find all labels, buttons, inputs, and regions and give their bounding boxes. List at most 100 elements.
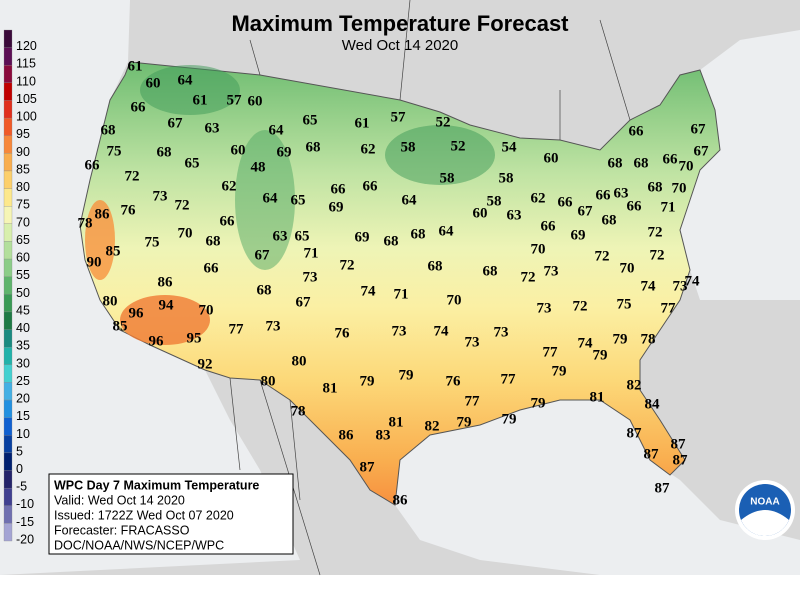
temperature-label: 68 <box>101 122 116 138</box>
temperature-label: 75 <box>145 234 160 250</box>
temperature-label: 72 <box>650 247 665 263</box>
temperature-label: 96 <box>149 333 165 349</box>
temperature-label: 70 <box>679 158 694 174</box>
temperature-label: 73 <box>544 263 559 279</box>
legend-swatch <box>3 487 13 506</box>
temperature-label: 68 <box>608 155 623 171</box>
legend-label: 0 <box>16 462 23 476</box>
info-line: Forecaster: FRACASSO <box>54 523 190 537</box>
temperature-label: 63 <box>614 185 629 201</box>
temperature-label: 62 <box>531 190 546 206</box>
temperature-label: 80 <box>103 293 118 309</box>
temperature-label: 66 <box>558 194 574 210</box>
temperature-label: 60 <box>231 142 246 158</box>
temperature-label: 61 <box>128 58 143 74</box>
info-line: Issued: 1722Z Wed Oct 07 2020 <box>54 508 234 522</box>
temperature-label: 54 <box>502 139 518 155</box>
legend-label: 90 <box>16 145 30 159</box>
temperature-label: 69 <box>571 227 586 243</box>
temperature-label: 76 <box>446 373 462 389</box>
temperature-label: 72 <box>175 197 190 213</box>
temperature-label: 61 <box>355 115 370 131</box>
temperature-label: 67 <box>255 247 271 263</box>
temperature-label: 79 <box>552 363 567 379</box>
color-legend: 1201151101051009590858075706560555045403… <box>3 29 37 546</box>
temperature-label: 81 <box>590 389 605 405</box>
legend-label: 110 <box>16 74 36 88</box>
temperature-label: 73 <box>392 323 407 339</box>
temperature-label: 72 <box>521 269 536 285</box>
temperature-label: 66 <box>220 213 236 229</box>
atlantic-ocean <box>680 30 800 300</box>
temperature-label: 64 <box>263 190 279 206</box>
legend-swatch <box>3 523 13 542</box>
legend-swatch <box>3 258 13 277</box>
legend-label: 60 <box>16 251 30 265</box>
legend-label: 120 <box>16 39 37 53</box>
temperature-label: 77 <box>501 371 517 387</box>
legend-label: 30 <box>16 356 30 370</box>
temperature-label: 86 <box>158 274 174 290</box>
legend-swatch <box>3 206 13 224</box>
temperature-label: 66 <box>204 260 220 276</box>
info-line: DOC/NOAA/NWS/NCEP/WPC <box>54 538 224 552</box>
legend-swatch <box>3 82 13 101</box>
map-title: Maximum Temperature Forecast <box>231 11 569 36</box>
legend-label: 25 <box>16 374 30 388</box>
legend-label: 15 <box>16 409 30 423</box>
temperature-label: 52 <box>451 138 466 154</box>
temperature-label: 73 <box>494 324 509 340</box>
temperature-label: 64 <box>269 122 285 138</box>
legend-swatch <box>3 276 13 295</box>
legend-label: 80 <box>16 180 30 194</box>
temperature-label: 66 <box>629 123 645 139</box>
temperature-label: 60 <box>248 93 263 109</box>
legend-swatch <box>3 241 13 260</box>
temperature-label: 87 <box>671 436 687 452</box>
temperature-label: 58 <box>499 170 514 186</box>
cool-region <box>235 130 295 270</box>
temperature-label: 65 <box>291 192 306 208</box>
legend-label: 115 <box>16 57 36 71</box>
temperature-label: 82 <box>627 377 642 393</box>
logo-label: NOAA <box>750 497 779 508</box>
legend-swatch <box>3 294 13 313</box>
temperature-label: 66 <box>596 187 612 203</box>
logo-wave <box>741 510 789 536</box>
legend-label: 85 <box>16 162 30 176</box>
legend-label: -15 <box>16 515 34 529</box>
temperature-label: 60 <box>544 150 559 166</box>
temperature-label: 68 <box>206 233 221 249</box>
temperature-label: 83 <box>376 427 391 443</box>
temperature-label: 58 <box>487 193 502 209</box>
legend-swatch <box>3 65 13 84</box>
temperature-label: 77 <box>229 321 245 337</box>
temperature-label: 66 <box>663 151 679 167</box>
temperature-label: 70 <box>620 260 635 276</box>
temperature-label: 74 <box>641 278 657 294</box>
temperature-label: 48 <box>251 159 266 175</box>
temperature-label: 68 <box>384 233 399 249</box>
temperature-label: 86 <box>393 492 409 508</box>
temperature-label: 66 <box>131 99 147 115</box>
temperature-label: 68 <box>411 226 426 242</box>
temperature-label: 77 <box>465 393 481 409</box>
legend-swatch <box>3 452 13 471</box>
temperature-label: 70 <box>531 241 546 257</box>
legend-label: 55 <box>16 268 30 282</box>
temperature-label: 81 <box>323 380 338 396</box>
temperature-label: 72 <box>648 224 663 240</box>
legend-label: 100 <box>16 110 37 124</box>
temperature-label: 80 <box>292 353 307 369</box>
legend-swatch <box>3 117 13 136</box>
temperature-label: 79 <box>399 367 414 383</box>
temperature-label: 70 <box>178 225 193 241</box>
hot-region <box>120 295 210 345</box>
legend-label: 75 <box>16 198 30 212</box>
info-box-title: WPC Day 7 Maximum Temperature <box>54 478 259 492</box>
temperature-label: 66 <box>541 218 557 234</box>
legend-swatch <box>3 329 13 348</box>
legend-swatch <box>3 399 13 418</box>
legend-swatch <box>3 223 13 242</box>
